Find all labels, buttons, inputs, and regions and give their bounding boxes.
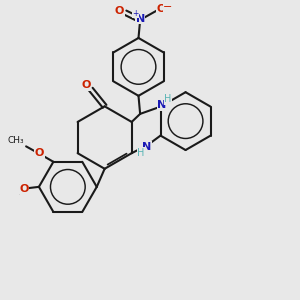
Text: N: N bbox=[136, 14, 145, 24]
Text: O: O bbox=[35, 148, 44, 158]
Text: H: H bbox=[164, 94, 171, 104]
Text: CH₃: CH₃ bbox=[8, 136, 24, 145]
Text: H: H bbox=[137, 148, 145, 158]
Text: N: N bbox=[157, 100, 167, 110]
Text: O: O bbox=[115, 6, 124, 16]
Text: +: + bbox=[132, 9, 138, 18]
Text: N: N bbox=[142, 142, 151, 152]
Text: O: O bbox=[19, 184, 28, 194]
Text: O: O bbox=[81, 80, 91, 90]
Text: O: O bbox=[157, 4, 166, 14]
Text: −: − bbox=[163, 2, 172, 12]
